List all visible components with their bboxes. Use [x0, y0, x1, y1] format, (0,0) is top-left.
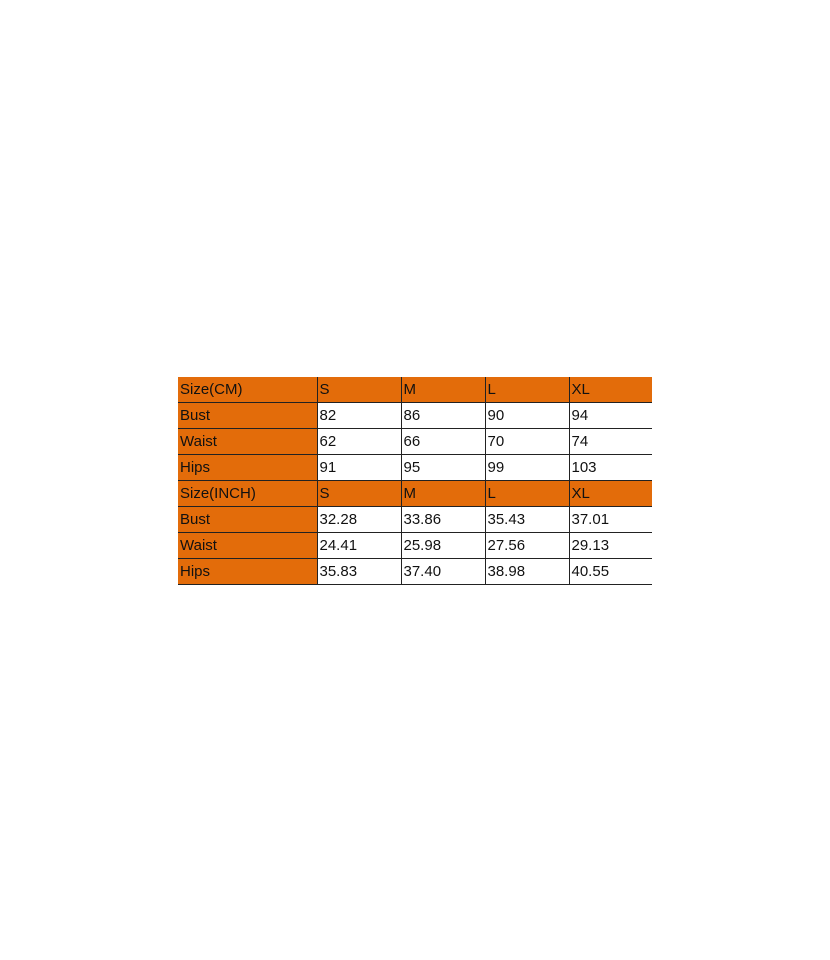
measurement-cell: 27.56 [485, 532, 570, 559]
size-header-cell: L [485, 480, 570, 507]
size-chart-table: Size(CM) S M L XL Bust 82 86 90 94 Waist 62 66 70 74 Hi… [178, 377, 652, 585]
table-row: Bust 82 86 90 94 [178, 402, 652, 429]
measurement-cell: 32.28 [317, 506, 402, 533]
measurement-cell: 62 [317, 428, 402, 455]
table-header-row: Size(INCH) S M L XL [178, 480, 652, 507]
measurement-cell: 66 [401, 428, 486, 455]
measurement-cell: 95 [401, 454, 486, 481]
measurement-cell: 25.98 [401, 532, 486, 559]
size-header-cell: S [317, 377, 402, 403]
size-header-cell: M [401, 377, 486, 403]
measurement-cell: 24.41 [317, 532, 402, 559]
row-label-cell: Bust [178, 506, 318, 533]
measurement-cell: 38.98 [485, 558, 570, 585]
row-label-cell: Hips [178, 558, 318, 585]
row-label-cell: Waist [178, 532, 318, 559]
measurement-cell: 33.86 [401, 506, 486, 533]
measurement-cell: 35.83 [317, 558, 402, 585]
measurement-cell: 94 [569, 402, 652, 429]
table-header-row: Size(CM) S M L XL [178, 377, 652, 403]
measurement-cell: 37.40 [401, 558, 486, 585]
size-header-cell: XL [569, 480, 652, 507]
row-label-cell: Hips [178, 454, 318, 481]
measurement-cell: 29.13 [569, 532, 652, 559]
row-label-cell: Size(INCH) [178, 480, 318, 507]
measurement-cell: 86 [401, 402, 486, 429]
row-label-cell: Waist [178, 428, 318, 455]
measurement-cell: 70 [485, 428, 570, 455]
measurement-cell: 99 [485, 454, 570, 481]
table-row: Hips 91 95 99 103 [178, 454, 652, 481]
size-header-cell: M [401, 480, 486, 507]
measurement-cell: 103 [569, 454, 652, 481]
measurement-cell: 82 [317, 402, 402, 429]
measurement-cell: 91 [317, 454, 402, 481]
row-label-cell: Bust [178, 402, 318, 429]
measurement-cell: 35.43 [485, 506, 570, 533]
size-header-cell: S [317, 480, 402, 507]
measurement-cell: 90 [485, 402, 570, 429]
table-row: Waist 62 66 70 74 [178, 428, 652, 455]
measurement-cell: 37.01 [569, 506, 652, 533]
measurement-cell: 40.55 [569, 558, 652, 585]
measurement-cell: 74 [569, 428, 652, 455]
table-row: Bust 32.28 33.86 35.43 37.01 [178, 506, 652, 533]
row-label-cell: Size(CM) [178, 377, 318, 403]
table-row: Waist 24.41 25.98 27.56 29.13 [178, 532, 652, 559]
table-row: Hips 35.83 37.40 38.98 40.55 [178, 558, 652, 585]
size-header-cell: L [485, 377, 570, 403]
size-header-cell: XL [569, 377, 652, 403]
